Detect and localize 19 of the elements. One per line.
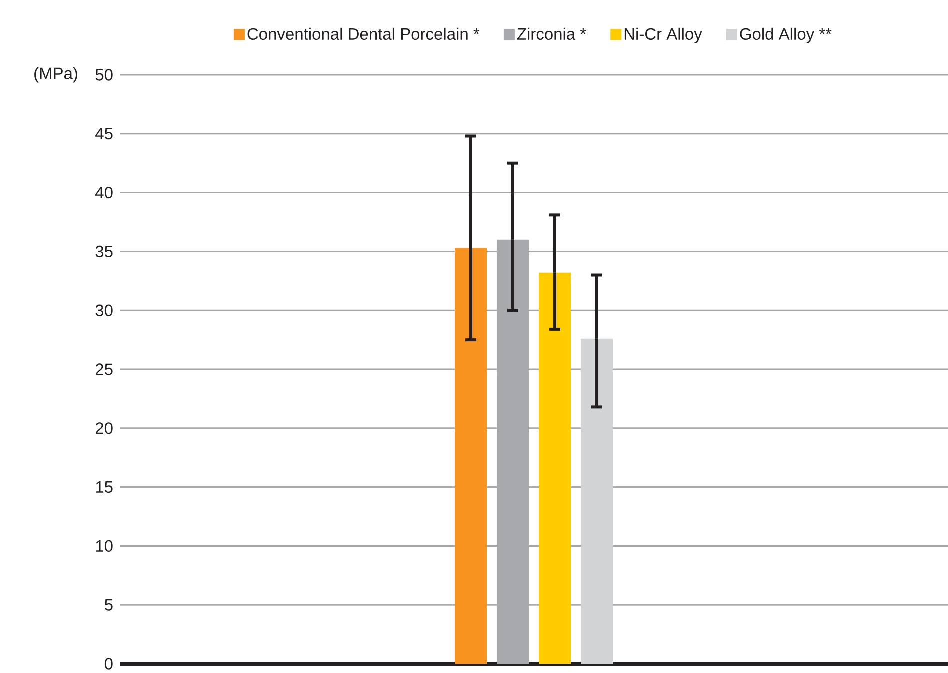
legend-label: Zirconia * (517, 28, 586, 40)
y-tick-label: 5 (104, 599, 113, 611)
y-tick-label: 10 (96, 540, 113, 552)
y-tick-label: 20 (96, 422, 113, 434)
y-tick-label: 45 (96, 128, 113, 140)
bar (581, 338, 614, 664)
y-tick-label: 30 (96, 304, 113, 316)
y-tick-label: 25 (96, 364, 113, 376)
bar (455, 248, 488, 664)
y-tick-label: 15 (96, 482, 113, 494)
y-tick-label: 40 (96, 186, 113, 199)
y-tick-label: 50 (96, 69, 113, 81)
bar (539, 272, 572, 664)
legend-label: Conventional Dental Porcelain * (248, 28, 480, 40)
legend-label: Ni-Cr Alloy (624, 28, 702, 44)
y-tick-label: 35 (96, 246, 113, 258)
y-tick-label: 0 (104, 658, 113, 670)
y-axis-title: (MPa) (34, 67, 78, 83)
legend-label: Gold Alloy ** (740, 28, 832, 44)
